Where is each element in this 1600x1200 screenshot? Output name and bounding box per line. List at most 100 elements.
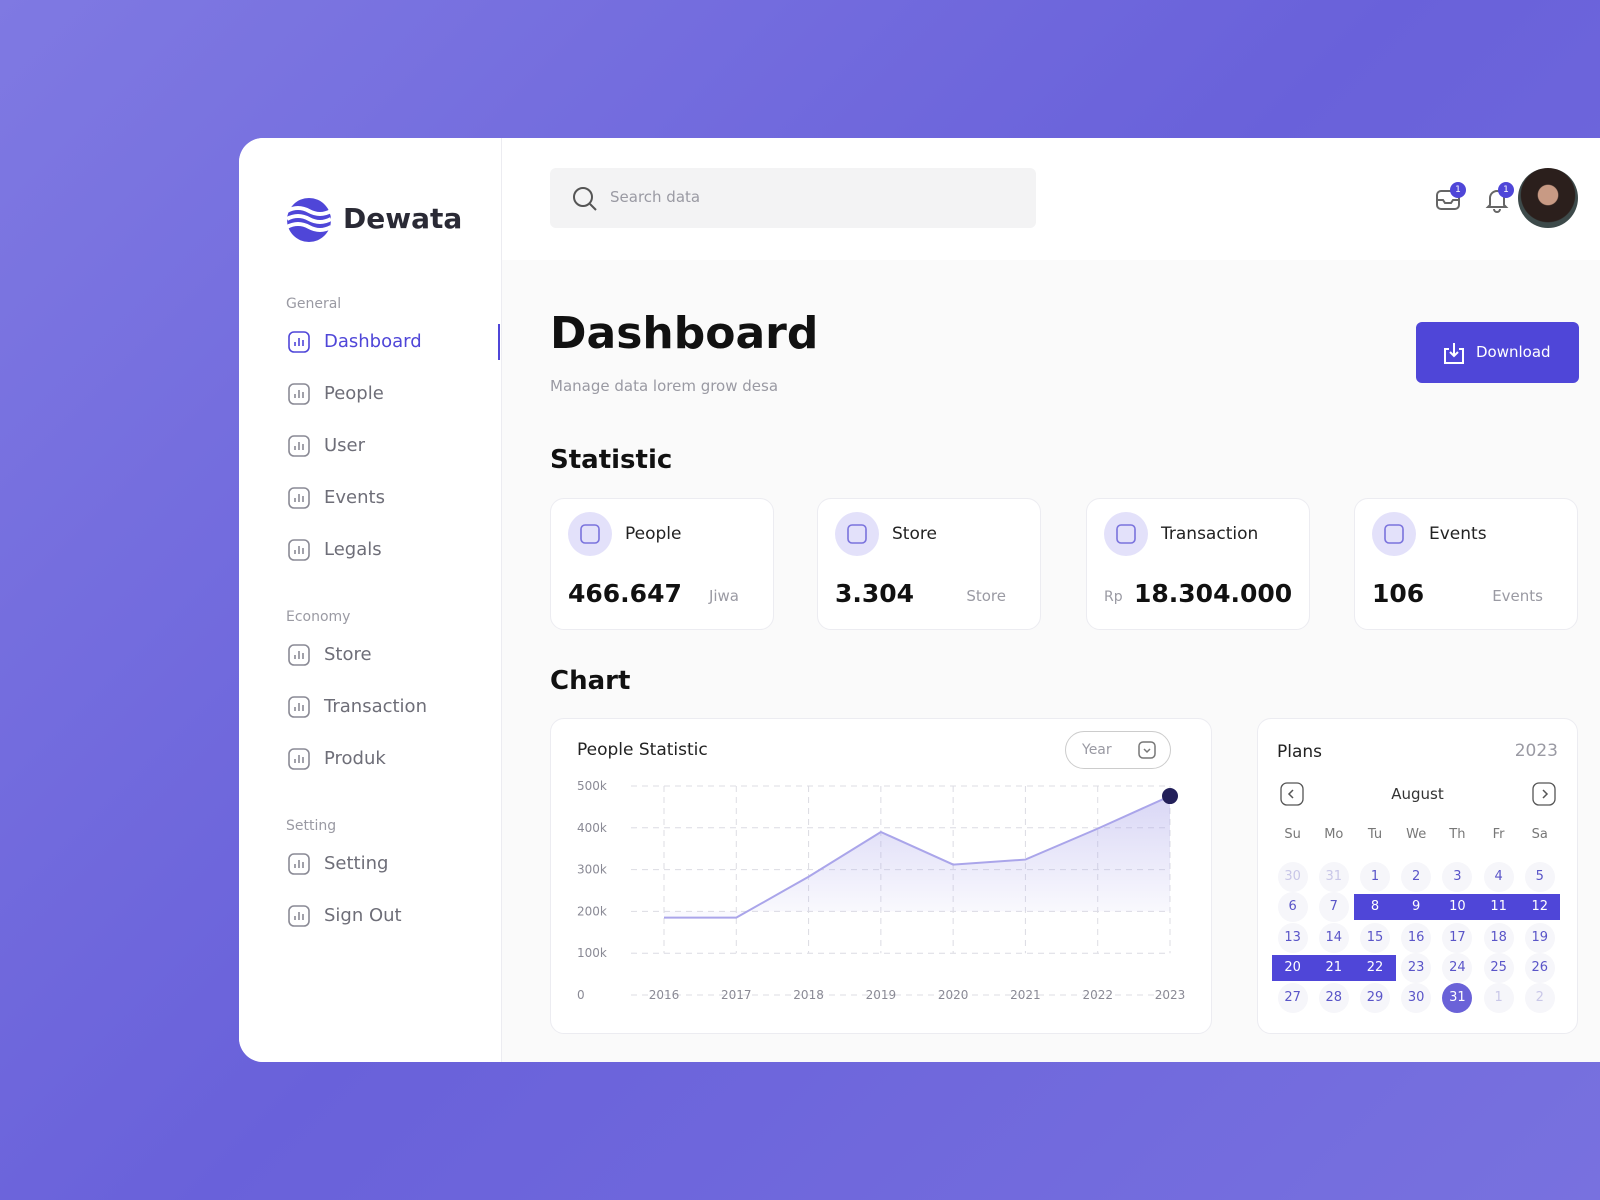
calendar-day[interactable]: 25 — [1478, 952, 1519, 983]
icon-shape — [294, 546, 304, 554]
chart-card: People Statistic Year 0 100k 200k 300k 400k 500… — [550, 718, 1212, 1034]
calendar-day[interactable]: 15 — [1354, 922, 1395, 953]
month-nav[interactable] — [1532, 782, 1556, 806]
calendar-day[interactable]: 23 — [1396, 952, 1437, 983]
area — [664, 796, 1170, 918]
calendar-day[interactable]: 20 — [1272, 954, 1314, 981]
day-number: 31 — [1318, 862, 1349, 892]
calendar-day[interactable]: 1 — [1354, 862, 1395, 892]
day-number: 10 — [1449, 899, 1466, 915]
stat-card: Events 106 Events — [1354, 498, 1578, 630]
day-number: 2 — [1524, 983, 1555, 1014]
calendar-day[interactable]: 8 — [1354, 894, 1396, 921]
calendar-day[interactable]: 11 — [1478, 894, 1520, 921]
calendar-day[interactable]: 24 — [1437, 952, 1478, 983]
sidebar-section-label: General — [286, 296, 342, 312]
month-nav[interactable] — [1280, 782, 1304, 806]
calendar-day[interactable]: 21 — [1313, 954, 1355, 981]
calendar-day[interactable]: 9 — [1395, 894, 1437, 921]
app-window: Dewata General Dashboard People User Events L… — [239, 138, 1600, 1062]
day-number: 29 — [1359, 983, 1390, 1014]
icon-shape — [288, 905, 310, 927]
download-button[interactable]: Download — [1416, 322, 1579, 383]
calendar-day[interactable]: 28 — [1313, 983, 1354, 1014]
icon-shape — [294, 338, 304, 346]
calendar-day[interactable]: 7 — [1313, 892, 1354, 923]
x-tick-label: 2017 — [721, 988, 752, 1002]
icon-shape — [294, 494, 304, 502]
nav-label: User — [324, 435, 366, 456]
calendar-day[interactable]: 22 — [1354, 954, 1396, 981]
icon-shape — [288, 383, 310, 405]
nav-item[interactable]: People — [286, 380, 486, 408]
calendar-day[interactable]: 27 — [1272, 983, 1313, 1014]
day-number: 14 — [1318, 922, 1349, 953]
calendar-day[interactable]: 17 — [1437, 922, 1478, 953]
calendar-day[interactable]: 13 — [1272, 922, 1313, 953]
y-tick-label: 0 — [577, 988, 585, 1002]
notification-button[interactable]: 1 — [1482, 182, 1514, 214]
day-number: 28 — [1318, 983, 1349, 1014]
calendar-day[interactable]: 26 — [1519, 952, 1560, 983]
calendar-day[interactable]: 4 — [1478, 862, 1519, 892]
calendar-day[interactable]: 5 — [1519, 862, 1560, 892]
mail-icon — [1436, 190, 1460, 210]
calendar-day[interactable]: 1 — [1478, 983, 1519, 1014]
calendar-day[interactable]: 12 — [1519, 894, 1561, 921]
day-number: 22 — [1366, 959, 1384, 975]
calendar-day[interactable]: 2 — [1519, 983, 1560, 1014]
icon-shape — [1532, 782, 1556, 806]
nav-item[interactable]: Legals — [286, 536, 486, 564]
stat-icon — [1372, 512, 1416, 556]
weekday-label: Mo — [1324, 827, 1344, 842]
calendar-day[interactable]: 16 — [1396, 922, 1437, 953]
day-number: 23 — [1401, 952, 1432, 983]
calendar-day[interactable]: 2 — [1396, 862, 1437, 892]
calendar-day[interactable]: 29 — [1354, 983, 1395, 1014]
x-tick-label: 2020 — [938, 988, 969, 1002]
day-number: 8 — [1370, 899, 1380, 915]
line — [664, 795, 1171, 919]
icon-shape — [288, 853, 310, 875]
calendar-day[interactable]: 30 — [1396, 983, 1437, 1014]
day-number: 17 — [1442, 922, 1473, 953]
mail-button[interactable]: 1 — [1434, 182, 1466, 214]
calendar-day[interactable]: 10 — [1436, 894, 1478, 921]
calendar-day[interactable]: 30 — [1272, 862, 1313, 892]
y-tick-label: 200k — [577, 904, 607, 918]
calendar-day[interactable]: 14 — [1313, 922, 1354, 953]
calendar-day[interactable]: 31 — [1313, 862, 1354, 892]
active-indicator — [498, 324, 500, 360]
nav-item[interactable]: Produk — [286, 745, 486, 773]
nav-item[interactable]: Setting — [286, 850, 486, 878]
section-heading: Chart — [550, 666, 631, 696]
calendar-day[interactable]: 18 — [1478, 922, 1519, 953]
nav-item[interactable]: Dashboard — [286, 328, 486, 356]
nav-item[interactable]: Transaction — [286, 693, 486, 721]
calendar-day[interactable]: 19 — [1519, 922, 1560, 953]
stat-value: 3.304 — [835, 579, 915, 608]
nav-item[interactable]: Events — [286, 484, 486, 512]
download-icon — [1444, 343, 1464, 364]
stat-unit: Jiwa — [708, 587, 739, 605]
calendar-day[interactable]: 3 — [1437, 862, 1478, 892]
year-filter[interactable]: Year — [1065, 731, 1171, 769]
nav-item[interactable]: Store — [286, 641, 486, 669]
stat-label: People — [625, 524, 682, 544]
day-number: 21 — [1325, 959, 1343, 975]
stat-value: 18.304.000 — [1134, 579, 1293, 608]
day-number: 24 — [1442, 952, 1473, 983]
sidebar-section-label: Setting — [286, 818, 337, 834]
day-number: 5 — [1524, 862, 1555, 892]
nav-item[interactable]: User — [286, 432, 486, 460]
search-box[interactable]: Search data — [550, 168, 1036, 228]
nav-icon — [288, 696, 310, 718]
avatar[interactable] — [1518, 168, 1578, 228]
day-number: 26 — [1524, 952, 1555, 983]
day-number: 30 — [1401, 983, 1432, 1014]
calendar-day[interactable]: 31 — [1437, 983, 1478, 1014]
nav-label: Legals — [324, 539, 382, 560]
calendar-day[interactable]: 6 — [1272, 892, 1313, 923]
nav-item[interactable]: Sign Out — [286, 902, 486, 930]
icon-shape — [1143, 748, 1151, 754]
